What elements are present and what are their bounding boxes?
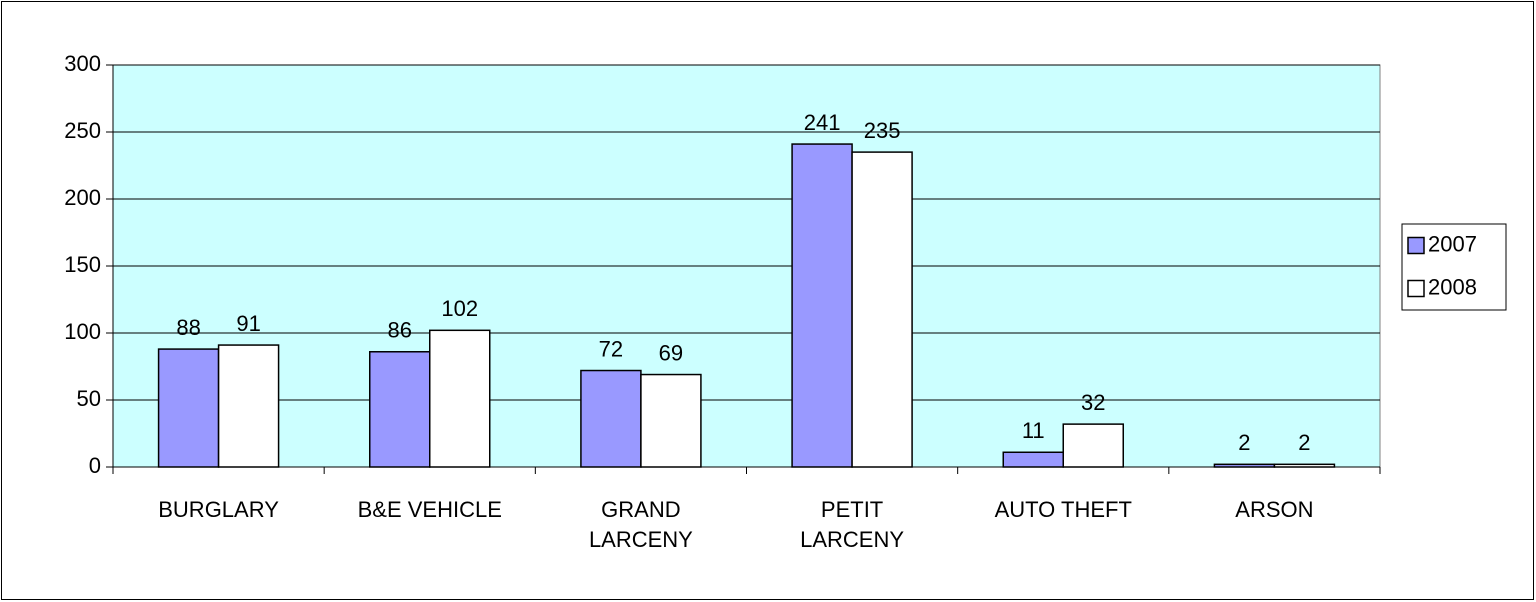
y-tick-label: 50 [77, 386, 101, 411]
data-label: 11 [1022, 418, 1045, 443]
x-tick-label: BURGLARY [158, 497, 279, 522]
data-label: 72 [599, 336, 623, 361]
y-tick-label: 0 [89, 453, 101, 478]
bar [1002, 451, 1064, 468]
data-label: 32 [1081, 390, 1105, 415]
legend-label: 2008 [1428, 274, 1477, 299]
legend-label: 2007 [1428, 231, 1477, 256]
bar [1273, 463, 1336, 468]
data-label: 235 [864, 118, 901, 143]
y-tick-label: 300 [64, 51, 101, 76]
x-tick-label: AUTO THEFT [994, 497, 1132, 522]
bar [429, 329, 491, 468]
data-label: 88 [176, 315, 200, 340]
x-tick-label: ARSON [1235, 497, 1314, 522]
x-tick-label-box: ARSON [1235, 497, 1314, 522]
bar [157, 348, 220, 468]
bar [580, 369, 642, 468]
x-tick-label-box: GRAND LARCENY [588, 497, 693, 552]
x-tick-label-box: B&E VEHICLE [357, 497, 502, 522]
x-tick-label-box: AUTO THEFT [994, 497, 1132, 522]
data-label: 86 [388, 318, 412, 343]
bar [791, 143, 853, 468]
x-tick-label-box: BURGLARY [158, 497, 279, 522]
y-tick-label: 250 [64, 118, 101, 143]
data-label: 241 [804, 110, 841, 135]
y-tick-label: 150 [64, 252, 101, 277]
data-label: 2 [1238, 430, 1250, 455]
bar [217, 344, 280, 468]
bar [369, 351, 431, 468]
data-label: 2 [1298, 430, 1310, 455]
bar [1213, 463, 1276, 468]
x-tick-label-box: PETIT LARCENY [800, 497, 905, 552]
data-label: 91 [236, 311, 260, 336]
data-label: 102 [441, 296, 478, 321]
legend-swatch [1407, 279, 1425, 298]
x-tick-label: GRAND LARCENY [588, 497, 693, 552]
y-tick-label: 100 [64, 319, 101, 344]
x-tick-label: B&E VEHICLE [357, 497, 502, 522]
data-label: 69 [659, 340, 683, 365]
bar [851, 151, 913, 468]
bar [1062, 423, 1124, 468]
legend-swatch [1407, 236, 1425, 255]
x-tick-label: PETIT LARCENY [800, 497, 905, 552]
bar [640, 373, 702, 468]
y-tick-label: 200 [64, 185, 101, 210]
